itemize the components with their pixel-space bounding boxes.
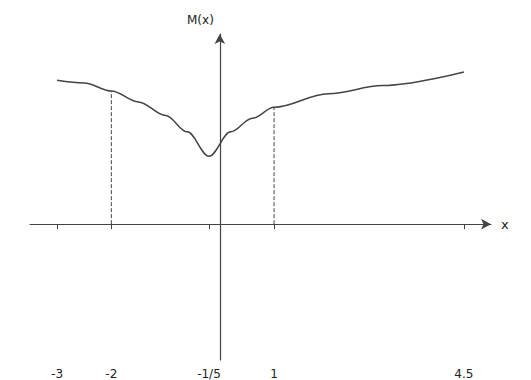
svg-text:4.5: 4.5 — [454, 367, 473, 380]
svg-text:M(x): M(x) — [187, 13, 214, 27]
svg-text:-1/5: -1/5 — [197, 367, 221, 380]
svg-text:1: 1 — [270, 367, 278, 380]
svg-text:-2: -2 — [105, 367, 117, 380]
svg-text:-3: -3 — [51, 367, 63, 380]
svg-text:x: x — [501, 217, 509, 232]
